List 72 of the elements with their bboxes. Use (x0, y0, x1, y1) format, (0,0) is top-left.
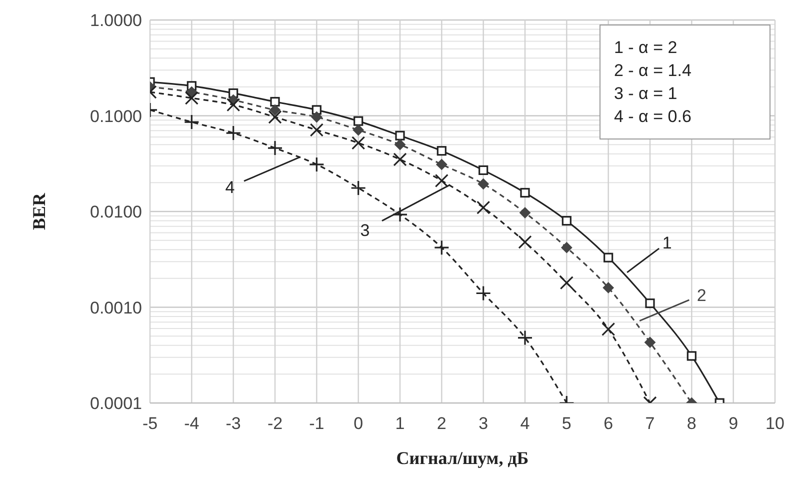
point (270, 96, 280, 107)
point (434, 174, 448, 188)
annotation: 4 - α = 0.6 (614, 107, 692, 126)
text: 4 (225, 178, 235, 198)
x-tick-label: 5 (562, 414, 572, 433)
point (186, 86, 198, 98)
point (395, 130, 405, 140)
point (520, 207, 530, 218)
point (308, 156, 324, 172)
y-tick-label: 0.1000 (90, 106, 142, 126)
point (267, 140, 283, 156)
x-tick-label: -5 (142, 414, 158, 433)
y-axis-title: BER (29, 192, 49, 230)
point (184, 91, 198, 105)
point (352, 124, 364, 136)
point (354, 116, 364, 126)
point (393, 152, 407, 166)
point (476, 200, 490, 214)
point (268, 110, 282, 124)
point (517, 330, 533, 346)
x-tick-label: 8 (686, 414, 696, 433)
x-tick-label: -4 (184, 414, 200, 433)
point (562, 216, 572, 226)
point (561, 242, 572, 254)
point (394, 139, 406, 150)
x-tick-label: 4 (520, 414, 530, 433)
x-tick-label: 2 (436, 414, 446, 433)
y-tick-label: 1.0000 (90, 11, 142, 30)
point (436, 158, 448, 170)
annotation: 1 - α = 2 (614, 38, 678, 57)
text: 2 (696, 286, 706, 305)
x-tick-label: -1 (309, 414, 324, 433)
point (520, 188, 530, 198)
point (478, 178, 489, 190)
x-tick-label: -2 (267, 414, 283, 433)
x-tick-label: 0 (354, 414, 364, 433)
point (184, 114, 200, 130)
annotation: 3 - α = 1 (614, 84, 678, 103)
point (645, 298, 655, 308)
point (352, 136, 366, 150)
text: 1 (662, 233, 672, 252)
y-tick-label: 0.0010 (90, 298, 142, 318)
x-axis-title: Сигнал/шум, дБ (396, 448, 529, 468)
y-tick-label: 0.0001 (90, 394, 142, 413)
point (311, 112, 322, 123)
point (560, 276, 574, 290)
y-tick-label: 0.0100 (90, 202, 142, 222)
point (604, 252, 614, 262)
point (518, 235, 532, 249)
x-tick-label: 10 (766, 414, 784, 433)
x-tick-label: -3 (226, 414, 241, 433)
point (686, 351, 696, 361)
point (350, 180, 366, 196)
point (310, 123, 324, 137)
point (226, 125, 242, 141)
point (644, 336, 656, 348)
x-tick-label: 1 (395, 414, 405, 433)
point (226, 98, 240, 112)
x-tick-label: 7 (645, 414, 655, 433)
x-tick-label: 6 (604, 414, 614, 433)
x-tick-label: 3 (478, 414, 488, 433)
point (392, 206, 408, 222)
point (478, 165, 488, 175)
point (602, 282, 614, 294)
x-tick-label: 9 (728, 414, 738, 433)
point (434, 240, 450, 256)
text: 3 (360, 220, 370, 240)
annotation: 2 - α = 1.4 (614, 61, 692, 80)
point (602, 322, 616, 336)
point (476, 285, 492, 302)
point (270, 104, 280, 116)
point (436, 146, 446, 156)
